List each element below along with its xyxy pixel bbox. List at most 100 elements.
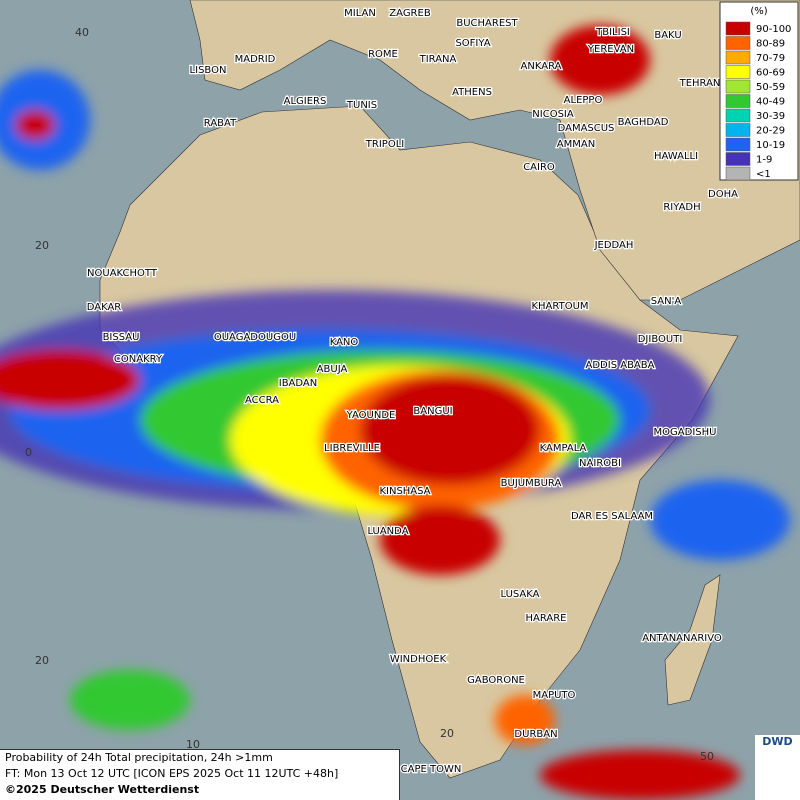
legend-swatch: [725, 50, 751, 65]
graticule-label: 20: [35, 654, 49, 667]
city-label: TUNIS: [346, 100, 377, 111]
city-label: CAIRO: [523, 162, 555, 173]
city-label: ALGIERS: [284, 96, 327, 107]
graticule-label: 20: [35, 239, 49, 252]
city-label: YAOUNDE: [346, 410, 396, 421]
legend-label: 60-69: [756, 68, 785, 79]
city-label: AMMAN: [557, 139, 595, 150]
city-label: BISSAU: [103, 332, 140, 343]
city-label: KAMPALA: [540, 443, 587, 454]
legend-label: 10-19: [756, 140, 785, 151]
city-label: BUJUMBURA: [501, 478, 562, 489]
graticule-label: 10: [186, 738, 200, 751]
legend-swatch: [725, 65, 751, 79]
city-label: SOFIYA: [455, 38, 490, 49]
legend-label: <1: [756, 169, 771, 180]
legend-label: 1-9: [756, 155, 772, 166]
legend-label: 70-79: [756, 53, 785, 64]
city-label: GABORONE: [467, 675, 525, 686]
city-label: DJIBOUTI: [638, 334, 683, 345]
legend: (%) 90-100 80-89 70-79 60-69 50-59 40-49 30-39…: [719, 1, 799, 181]
graticule-label: 0: [25, 446, 32, 459]
city-label: DAR ES SALAAM: [571, 511, 653, 522]
city-label: RIYADH: [663, 202, 700, 213]
city-label: TRIPOLI: [365, 139, 404, 150]
legend-unit: (%): [750, 6, 767, 17]
city-label: YEREVAN: [587, 44, 634, 55]
city-label: LIBREVILLE: [324, 443, 380, 454]
city-label: ADDIS ABABA: [586, 360, 655, 371]
city-label: DAMASCUS: [558, 123, 615, 134]
city-label: LISBON: [190, 65, 227, 76]
city-label: ANTANANARIVO: [642, 633, 722, 644]
city-label: ANKARA: [521, 61, 562, 72]
city-label: SAN'A: [651, 296, 682, 307]
city-label: NAIROBI: [579, 458, 621, 469]
legend-label: 90-100: [756, 24, 791, 35]
legend-swatch: [725, 94, 751, 108]
city-label: CAPE TOWN: [401, 764, 462, 775]
city-label: BUCHAREST: [456, 18, 518, 29]
city-label: MILAN: [344, 8, 376, 19]
legend-swatch: [725, 21, 751, 36]
graticule-label: 20: [440, 727, 454, 740]
legend-label: 50-59: [756, 82, 785, 93]
city-label: ROME: [368, 49, 398, 60]
city-label: KINSHASA: [379, 486, 430, 497]
city-label: KANO: [330, 337, 359, 348]
legend-swatch: [725, 137, 751, 152]
city-label: BAKU: [654, 30, 681, 41]
city-label: LUANDA: [367, 526, 408, 537]
legend-swatch: [725, 152, 751, 166]
city-label: RABAT: [204, 118, 237, 129]
city-label: IBADAN: [279, 378, 318, 389]
logo: DWD: [755, 735, 800, 800]
city-label: KHARTOUM: [531, 301, 588, 312]
city-labels: MILAN ZAGREB BUCHAREST TBILISI BAKU MADRID ROM…: [85, 7, 739, 777]
legend-swatch: [725, 79, 751, 94]
legend-swatch: [725, 36, 751, 50]
graticule-labels: 40 20 0 20 10 20 50: [25, 26, 714, 763]
city-label: MADRID: [235, 54, 276, 65]
footer-line: Probability of 24h Total precipitation, …: [5, 751, 273, 764]
legend-label: 80-89: [756, 39, 785, 50]
city-label: BANGUI: [413, 406, 452, 417]
city-label: ATHENS: [452, 87, 492, 98]
city-label: ZAGREB: [389, 8, 431, 19]
city-label: HAWALLI: [654, 151, 698, 162]
logo-text: DWD: [762, 735, 793, 748]
legend-label: 20-29: [756, 126, 785, 137]
city-label: ACCRA: [245, 395, 279, 406]
footer: Probability of 24h Total precipitation, …: [0, 749, 400, 800]
city-label: DURBAN: [514, 729, 557, 740]
city-label: CONAKRY: [114, 354, 163, 365]
city-label: OUAGADOUGOU: [214, 332, 296, 343]
city-label: MAPUTO: [533, 690, 576, 701]
city-label: NICOSIA: [532, 109, 574, 120]
precipitation-field: [0, 25, 790, 800]
city-label: NOUAKCHOTT: [87, 268, 158, 279]
copyright: ©2025 Deutscher Wetterdienst: [5, 783, 200, 796]
city-label: DOHA: [708, 189, 738, 200]
city-label: MOGADISHU: [654, 427, 717, 438]
legend-label: 30-39: [756, 111, 785, 122]
city-label: ABUJA: [317, 364, 348, 375]
footer-line: ©2025 Deutscher Wetterdienst: [5, 782, 399, 798]
city-label: DAKAR: [87, 302, 122, 313]
graticule-label: 40: [75, 26, 89, 39]
legend-label: 40-49: [756, 97, 785, 108]
city-label: LUSAKA: [501, 589, 540, 600]
city-label: TBILISI: [595, 27, 630, 38]
city-label: JEDDAH: [594, 240, 634, 251]
legend-swatch: [725, 108, 751, 123]
city-label: ALEPPO: [564, 95, 603, 106]
legend-swatch: [725, 123, 751, 137]
legend-swatch: [725, 166, 751, 181]
footer-line: FT: Mon 13 Oct 12 UTC [ICON EPS 2025 Oct…: [5, 767, 339, 780]
city-label: WINDHOEK: [390, 654, 447, 665]
graticule-label: 50: [700, 750, 714, 763]
city-label: TIRANA: [419, 54, 457, 65]
city-label: TEHRAN: [679, 78, 721, 89]
